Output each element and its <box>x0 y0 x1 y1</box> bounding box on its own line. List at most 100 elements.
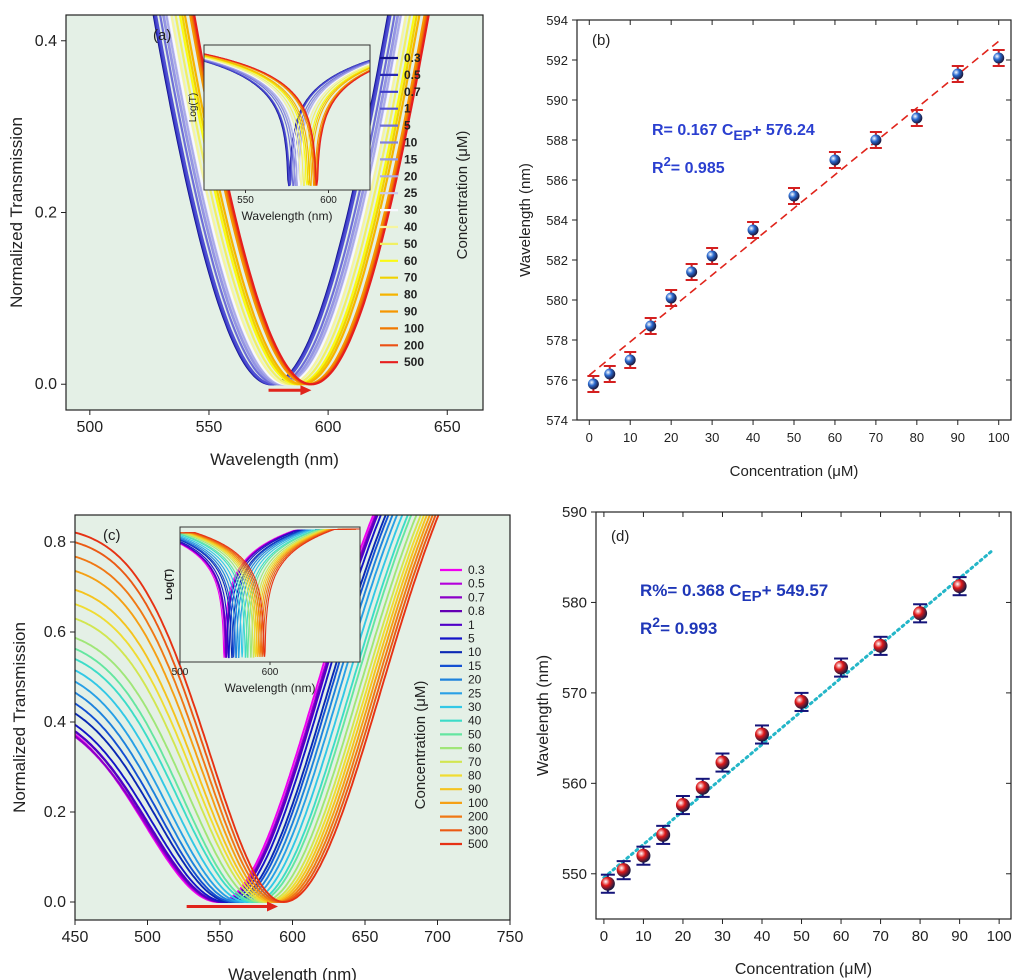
legend-label: 100 <box>404 321 424 335</box>
data-point <box>829 154 841 166</box>
fit-equation-subscript: EP <box>742 588 762 605</box>
legend-label: 15 <box>404 152 418 166</box>
spectrum-line-90 <box>189 15 426 386</box>
fit-line <box>588 40 1000 376</box>
legend-label: 90 <box>404 305 418 319</box>
legend-label: 5 <box>404 119 411 133</box>
data-point <box>952 579 967 594</box>
y-tick-label: 580 <box>546 293 568 308</box>
spectrum-line-90 <box>75 515 428 903</box>
inset-line-30 <box>204 57 370 186</box>
inset-plot <box>180 528 360 659</box>
inset-line-50 <box>204 56 370 186</box>
inset-line-40 <box>204 57 370 186</box>
inset-line-500 <box>204 53 370 186</box>
legend-label: 40 <box>404 220 418 234</box>
spectrum-line-500 <box>193 15 430 386</box>
y-tick-label: 0.2 <box>44 804 66 821</box>
shift-arrow-head <box>267 901 278 912</box>
y-tick-label: 0.8 <box>44 534 66 551</box>
spectrum-line-80 <box>183 15 421 386</box>
inset-plot <box>204 53 370 187</box>
spectrum-line-20 <box>165 15 402 386</box>
axes-frame <box>74 514 511 921</box>
x-tick-label: 20 <box>664 430 678 445</box>
legend-label: 0.8 <box>468 604 485 618</box>
spectrum-line-60 <box>75 515 418 903</box>
inset-line-1 <box>204 60 370 186</box>
y-tick-label: 0.4 <box>44 714 66 731</box>
plot-area <box>588 40 1000 376</box>
x-tick-label: 10 <box>635 928 652 945</box>
data-point <box>656 827 671 842</box>
legend-label: 25 <box>468 686 482 700</box>
shift-arrow-head <box>300 385 312 396</box>
y-tick-label: 590 <box>546 93 568 108</box>
data-point <box>873 638 888 653</box>
r-squared: R2= 0.993 <box>640 614 717 638</box>
legend-label: 50 <box>404 237 418 251</box>
axes-frame <box>576 19 1012 421</box>
spectrum-line-10 <box>75 515 387 903</box>
data-point <box>834 660 849 675</box>
data-point <box>645 320 657 332</box>
legend-label: 1 <box>468 618 475 632</box>
r-squared-value: = 0.993 <box>660 619 717 638</box>
x-tick-label: 30 <box>705 430 719 445</box>
data-point <box>636 848 651 863</box>
fit-equation-main: R= 0.167 C <box>652 122 734 139</box>
inset-line-5 <box>204 59 370 187</box>
spectrum-line-5 <box>75 515 382 903</box>
y-tick-label: 560 <box>562 775 587 792</box>
x-tick-label: 90 <box>951 430 965 445</box>
data-point <box>604 368 616 380</box>
plot-area <box>75 515 440 903</box>
plot-area <box>602 549 993 880</box>
x-tick-label: 0 <box>600 928 608 945</box>
data-point <box>747 224 759 236</box>
data-point <box>686 266 698 278</box>
y-tick-label: 0.4 <box>35 33 57 50</box>
r-squared-value: = 0.985 <box>671 160 725 177</box>
data-point <box>913 606 928 621</box>
legend-label: 20 <box>468 673 482 687</box>
inset-line-300 <box>180 528 360 657</box>
data-point <box>695 780 710 795</box>
legend-label: 10 <box>404 136 418 150</box>
legend-label: 25 <box>404 186 418 200</box>
fit-equation-subscript: EP <box>733 127 752 143</box>
legend-label: 90 <box>468 782 482 796</box>
legend-label: 60 <box>404 254 418 268</box>
inset-x-tick-label: 600 <box>262 667 279 678</box>
y-axis-label: Wavelength (nm) <box>517 163 534 277</box>
legend-label: 0.7 <box>404 85 421 99</box>
r-squared-prefix: R <box>640 619 652 638</box>
panel-label: (b) <box>592 32 610 49</box>
r-squared-superscript: 2 <box>664 154 671 169</box>
spectrum-line-30 <box>75 515 404 903</box>
data-point <box>587 378 599 390</box>
legend-label: 1 <box>404 102 411 116</box>
y-axis-label: Normalized Transmission <box>10 622 29 813</box>
spectrum-line-200 <box>75 515 434 903</box>
legend-label: 60 <box>468 741 482 755</box>
spectrum-line-25 <box>75 515 399 903</box>
inset: 500 600 Wavelength (nm) Log(T) <box>164 526 361 695</box>
data-point <box>993 52 1005 64</box>
data-point <box>952 68 964 80</box>
r-squared: R2= 0.985 <box>652 154 725 177</box>
legend-label: 500 <box>404 355 424 369</box>
inset-y-label: Log(T) <box>188 93 199 122</box>
data-point <box>600 876 615 891</box>
data-point <box>870 134 882 146</box>
y-tick-label: 0.6 <box>44 624 66 641</box>
x-tick-label: 80 <box>910 430 924 445</box>
y-tick-label: 592 <box>546 53 568 68</box>
inset-y-label: Log(T) <box>164 569 175 600</box>
y-axis-label: Wavelength (nm) <box>535 655 552 776</box>
x-tick-label: 500 <box>76 419 103 436</box>
x-axis-label: Wavelength (nm) <box>210 450 339 469</box>
legend-label: 0.5 <box>468 577 485 591</box>
inset-x-label: Wavelength (nm) <box>225 681 316 695</box>
spectrum-line-20 <box>75 515 394 903</box>
